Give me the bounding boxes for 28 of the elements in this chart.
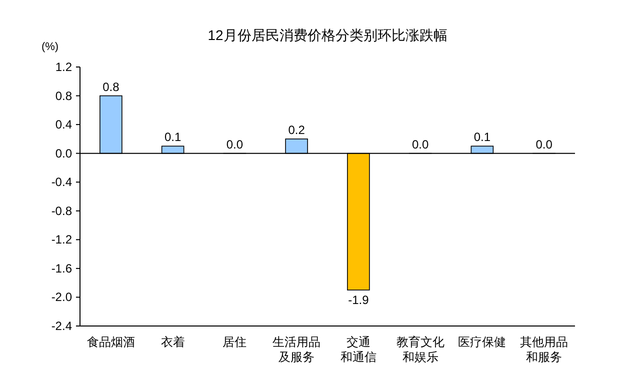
data-label: 0.0: [412, 137, 429, 152]
y-tick-label: 1.2: [55, 60, 72, 74]
y-tick-label: -1.6: [51, 261, 72, 276]
y-tick-label: -2.4: [51, 319, 72, 333]
x-tick-label: 生活用品及服务: [272, 335, 321, 364]
data-label: 0.1: [164, 130, 182, 144]
y-tick-label: 0.4: [55, 118, 72, 132]
data-label: 0.0: [536, 137, 553, 152]
x-tick-label: 居住: [222, 335, 247, 349]
x-tick-label: 其他用品和服务: [520, 335, 568, 364]
chart-title: 12月份居民消费价格分类别环比涨跌幅: [208, 27, 448, 43]
y-tick-label: -2.0: [51, 290, 72, 304]
y-tick-label: 0.8: [55, 88, 72, 103]
x-tick-label: 医疗保健: [458, 335, 506, 349]
y-tick-label: -0.8: [51, 204, 72, 218]
x-tick-label: 交通和通信: [340, 335, 376, 364]
y-tick-label: 0.0: [55, 146, 72, 160]
data-label: 0.0: [226, 137, 244, 152]
x-tick-label: 教育文化和娱乐: [396, 335, 444, 364]
x-tick-label: 衣着: [160, 335, 185, 349]
y-tick-label: -1.2: [51, 232, 72, 247]
data-label: 0.1: [474, 130, 491, 144]
data-label: 0.2: [288, 122, 306, 137]
data-label: 0.8: [102, 80, 120, 94]
y-tick-label: -0.4: [51, 175, 72, 190]
x-tick-label: 食品烟酒: [86, 335, 135, 349]
y-axis-title: (%): [41, 41, 59, 53]
data-label: -1.9: [348, 293, 370, 308]
